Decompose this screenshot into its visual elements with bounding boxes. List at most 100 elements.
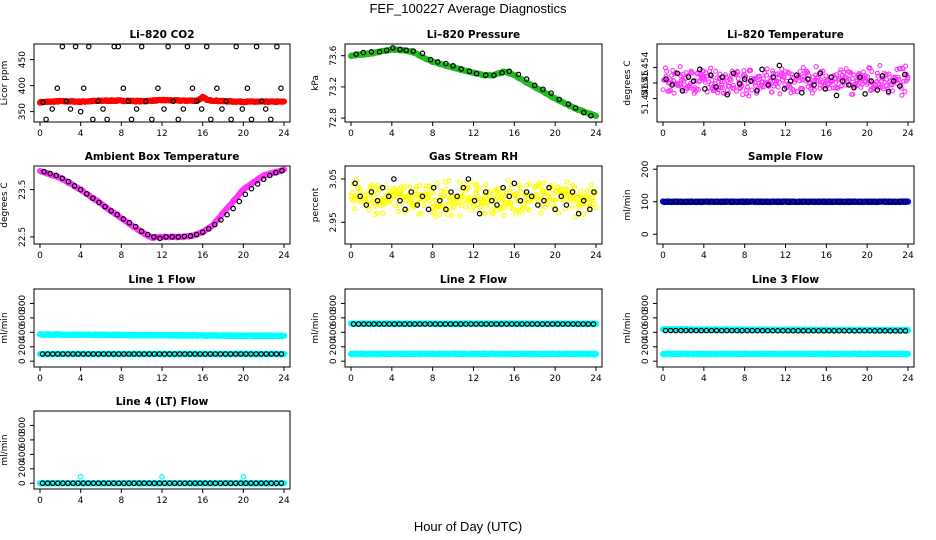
data-point bbox=[585, 321, 592, 327]
data-point bbox=[263, 351, 270, 357]
x-tick-label: 8 bbox=[430, 251, 436, 261]
data-point bbox=[590, 200, 597, 206]
data-point bbox=[695, 86, 702, 93]
data-point bbox=[805, 76, 811, 82]
data-point bbox=[581, 211, 587, 218]
y-axis-label: degrees C bbox=[623, 60, 633, 105]
x-tick-label: 12 bbox=[468, 374, 479, 384]
data-point bbox=[437, 321, 444, 327]
data-point bbox=[352, 206, 358, 212]
data-point bbox=[538, 210, 544, 216]
data-point bbox=[414, 202, 421, 208]
data-point bbox=[41, 168, 47, 175]
data-point bbox=[232, 351, 239, 357]
data-point bbox=[892, 198, 899, 205]
data-point bbox=[350, 321, 357, 327]
data-point bbox=[764, 66, 770, 72]
data-point bbox=[44, 351, 51, 357]
data-point bbox=[381, 321, 387, 327]
data-point bbox=[811, 82, 817, 88]
data-point bbox=[151, 234, 157, 240]
x-tick-label: 16 bbox=[509, 251, 521, 261]
data-point bbox=[482, 210, 488, 216]
data-point bbox=[363, 202, 370, 208]
data-point bbox=[468, 195, 474, 201]
plot-area bbox=[659, 326, 912, 358]
data-point bbox=[115, 351, 122, 357]
data-point bbox=[744, 198, 751, 205]
data-point bbox=[40, 99, 46, 106]
data-point bbox=[80, 351, 87, 357]
data-point bbox=[770, 68, 776, 74]
data-point bbox=[458, 66, 465, 72]
data-point bbox=[677, 64, 683, 70]
data-point bbox=[104, 116, 110, 122]
data-point bbox=[513, 211, 519, 217]
data-point bbox=[879, 75, 885, 81]
data-point bbox=[719, 74, 726, 80]
data-point bbox=[504, 193, 510, 199]
data-point bbox=[366, 207, 372, 213]
data-point bbox=[781, 86, 788, 92]
data-point bbox=[223, 98, 229, 105]
data-point bbox=[894, 66, 900, 72]
data-point bbox=[349, 190, 355, 196]
data-point bbox=[770, 74, 777, 80]
data-point bbox=[474, 181, 480, 187]
x-tick-label: 12 bbox=[156, 251, 167, 261]
data-point bbox=[734, 198, 740, 205]
data-point bbox=[503, 321, 510, 327]
data-point bbox=[478, 321, 484, 327]
plot-area bbox=[659, 198, 912, 206]
data-point bbox=[253, 44, 260, 50]
plot-area bbox=[347, 320, 600, 358]
data-point bbox=[70, 351, 76, 357]
data-point bbox=[730, 70, 737, 77]
x-tick-label: 24 bbox=[902, 374, 914, 384]
y-axis-label: kPa bbox=[311, 75, 321, 91]
data-point bbox=[53, 172, 60, 179]
data-point bbox=[437, 197, 443, 204]
y-axis-label: ml/min bbox=[623, 312, 633, 343]
data-point bbox=[198, 106, 205, 112]
data-point bbox=[549, 321, 556, 327]
x-tick-label: 20 bbox=[549, 129, 561, 139]
panel-title: Line 3 Flow bbox=[752, 274, 819, 286]
data-point bbox=[866, 198, 873, 205]
data-point bbox=[447, 321, 454, 327]
y-tick-label: 200 bbox=[641, 160, 651, 177]
data-point bbox=[731, 85, 737, 91]
y-tick-label: 0 bbox=[641, 231, 651, 237]
data-point bbox=[587, 206, 593, 213]
data-point bbox=[741, 76, 748, 82]
x-tick-label: 24 bbox=[278, 129, 290, 139]
data-point bbox=[501, 212, 507, 218]
data-point bbox=[408, 189, 415, 195]
x-tick-label: 4 bbox=[389, 129, 395, 139]
data-point bbox=[120, 85, 127, 92]
data-point bbox=[587, 203, 594, 209]
data-point bbox=[826, 198, 832, 205]
data-point bbox=[376, 48, 383, 55]
data-point bbox=[405, 192, 411, 198]
data-point bbox=[108, 208, 114, 214]
data-point bbox=[432, 214, 439, 220]
y-tick-label: 3.05 bbox=[329, 169, 339, 189]
series-cyan-upper bbox=[36, 331, 288, 340]
data-point bbox=[199, 229, 206, 235]
data-point bbox=[49, 106, 56, 112]
data-point bbox=[580, 109, 587, 116]
data-point bbox=[556, 96, 563, 103]
data-point bbox=[790, 198, 796, 205]
data-point bbox=[457, 321, 464, 327]
data-point bbox=[491, 72, 497, 79]
x-tick-label: 12 bbox=[780, 129, 791, 139]
data-point bbox=[850, 91, 856, 97]
series-black-points bbox=[662, 198, 909, 205]
panel-title: Li–820 CO2 bbox=[129, 29, 194, 41]
data-point bbox=[688, 198, 694, 205]
y-tick-label: 51.446 bbox=[641, 83, 651, 115]
y-tick-label: 800 bbox=[329, 295, 339, 312]
data-point bbox=[102, 203, 108, 210]
data-point bbox=[202, 351, 209, 357]
